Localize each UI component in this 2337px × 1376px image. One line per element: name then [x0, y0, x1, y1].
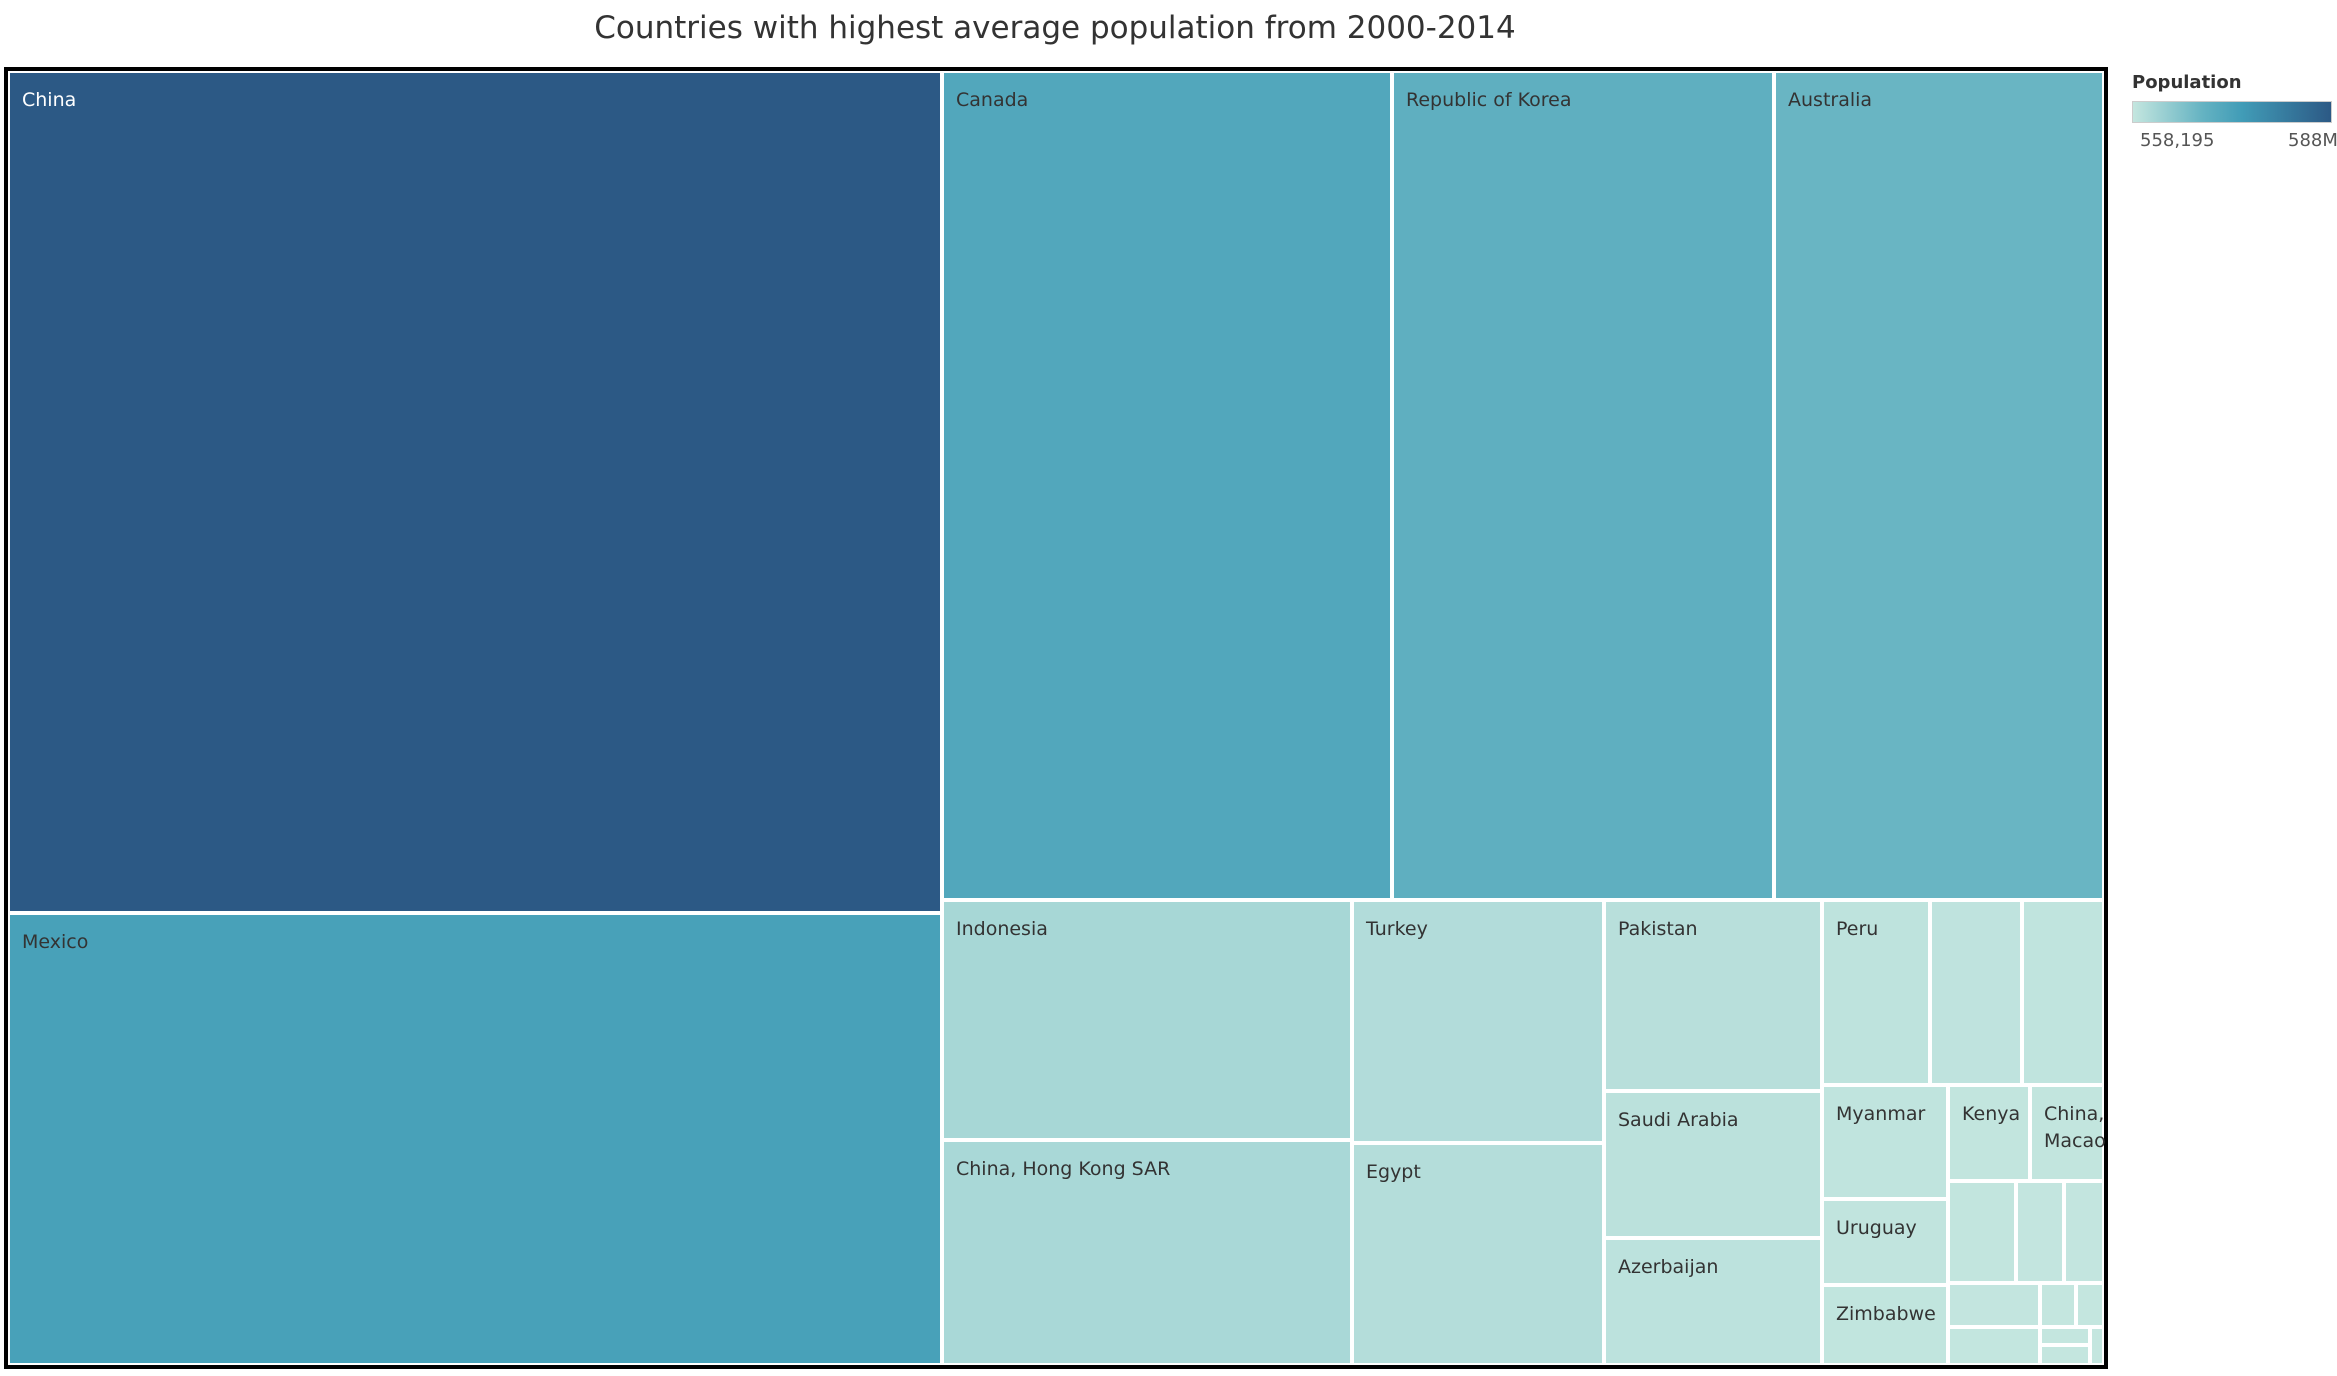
treemap-cell[interactable]: China, Hong Kong SAR	[942, 1140, 1352, 1365]
treemap-cell-label: Saudi Arabia	[1618, 1109, 1739, 1131]
treemap-cell[interactable]: Australia	[1774, 71, 2104, 900]
treemap-cell-label: China, Macao	[2044, 1103, 2106, 1152]
treemap-cell[interactable]: Saudi Arabia	[1604, 1091, 1822, 1238]
chart-title: Countries with highest average populatio…	[594, 10, 1516, 46]
treemap-cell-label: Canada	[956, 89, 1029, 111]
color-legend: Population 558,195 588M	[2132, 72, 2337, 151]
treemap-cell[interactable]	[2022, 900, 2104, 1085]
treemap-cell[interactable]: China, Macao	[2030, 1085, 2106, 1181]
treemap-cell-label: Kenya	[1962, 1103, 2021, 1125]
treemap-cell[interactable]	[1948, 1327, 2040, 1365]
legend-min-label: 558,195	[2140, 130, 2215, 151]
treemap-cell[interactable]: Turkey	[1352, 900, 1604, 1143]
treemap-cell[interactable]: Pakistan	[1604, 900, 1822, 1091]
treemap-cell-label: Australia	[1788, 89, 1873, 111]
treemap-cell-label: Azerbaijan	[1618, 1256, 1719, 1278]
treemap-frame	[4, 67, 2108, 1369]
treemap-cell[interactable]	[1948, 1181, 2016, 1283]
treemap-cell-label: Turkey	[1366, 918, 1428, 940]
legend-gradient-bar	[2132, 101, 2332, 123]
treemap-cell[interactable]: Mexico	[8, 913, 942, 1365]
treemap-cell[interactable]	[2040, 1283, 2076, 1327]
legend-max-label: 588M	[2288, 130, 2337, 151]
treemap-cell[interactable]	[2090, 1327, 2104, 1365]
treemap-cell-label: Uruguay	[1836, 1217, 1917, 1239]
treemap-cell-label: Zimbabwe	[1836, 1303, 1936, 1325]
treemap-cell-label: Myanmar	[1836, 1103, 1926, 1125]
treemap-cell[interactable]	[1930, 900, 2022, 1085]
treemap-cell[interactable]: Uruguay	[1822, 1199, 1948, 1285]
treemap-cell[interactable]	[2016, 1181, 2064, 1283]
treemap-cell-label: Republic of Korea	[1406, 89, 1572, 111]
treemap-cell[interactable]	[1948, 1283, 2040, 1327]
treemap-cell[interactable]: Azerbaijan	[1604, 1238, 1822, 1365]
treemap-cell[interactable]: Peru	[1822, 900, 1930, 1085]
treemap-cell-label: Mexico	[22, 931, 89, 953]
legend-title: Population	[2132, 72, 2242, 93]
treemap-cell-label: Peru	[1836, 918, 1879, 940]
treemap-cell[interactable]	[2064, 1181, 2104, 1283]
treemap-cell-label: Egypt	[1366, 1161, 1421, 1183]
treemap-cell[interactable]: Egypt	[1352, 1143, 1604, 1365]
treemap-cell-label: Indonesia	[956, 918, 1048, 940]
treemap-cell[interactable]: Myanmar	[1822, 1085, 1948, 1199]
treemap-cell[interactable]	[2040, 1327, 2090, 1345]
treemap-cell[interactable]	[2076, 1283, 2104, 1327]
treemap-cell[interactable]: Canada	[942, 71, 1392, 900]
treemap-cell-label: China, Hong Kong SAR	[956, 1158, 1171, 1180]
treemap-cell[interactable]: Zimbabwe	[1822, 1285, 1948, 1365]
treemap-cell[interactable]: Republic of Korea	[1392, 71, 1774, 900]
treemap: China Mexico Canada Republic of Korea Austra…	[8, 71, 2106, 1365]
treemap-cell[interactable]: Kenya	[1948, 1085, 2030, 1181]
treemap-cell[interactable]: Indonesia	[942, 900, 1352, 1140]
treemap-cell[interactable]	[2040, 1345, 2090, 1365]
treemap-cell[interactable]: China	[8, 71, 942, 913]
treemap-cell-label: Pakistan	[1618, 918, 1698, 940]
treemap-cell-label: China	[22, 89, 77, 111]
